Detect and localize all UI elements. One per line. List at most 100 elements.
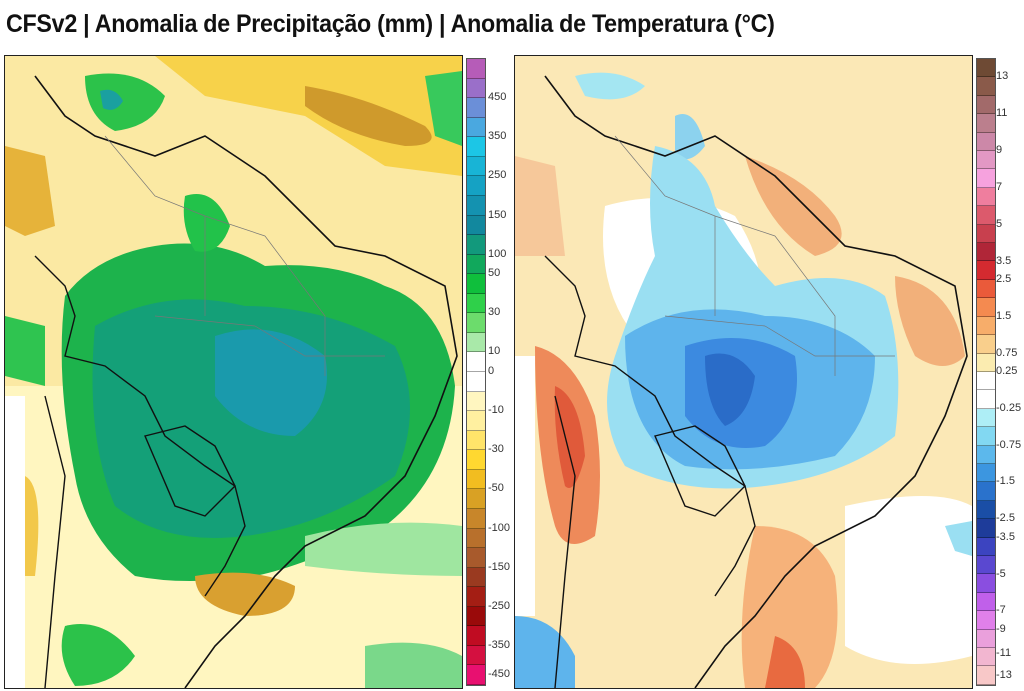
colorbar-tick-label: 50: [488, 267, 501, 280]
colorbar-tick-label: 450: [488, 91, 507, 104]
strong-dry-anomaly-atlantic: [305, 86, 432, 146]
colorbar-swatch: [977, 371, 995, 391]
colorbar-tick-label: -350: [488, 638, 511, 651]
colorbar-tick-label: -1.5: [996, 475, 1015, 488]
colorbar-tick-label: 350: [488, 130, 507, 143]
colorbar-swatch: [977, 114, 995, 133]
colorbar-swatch: [977, 592, 995, 612]
temperature-anomaly-map: [514, 55, 973, 689]
strong-cold-anomaly: [705, 353, 755, 426]
colorbar-swatch: [977, 629, 995, 648]
colorbar-swatch: [977, 151, 995, 170]
colorbar-tick-label: 100: [488, 247, 507, 260]
colorbar-swatch: [977, 537, 995, 556]
colorbar-tick-label: 10: [488, 345, 501, 358]
colorbar-swatch: [467, 508, 485, 529]
colorbar-swatch: [977, 261, 995, 280]
colorbar-swatch: [977, 555, 995, 575]
colorbar-swatch: [977, 500, 995, 520]
colorbar-swatch: [467, 411, 485, 431]
state-borders: [104, 135, 385, 376]
colorbar-tick-label: -10: [488, 404, 504, 417]
colorbar-tick-label: -3.5: [996, 530, 1015, 543]
colorbar-swatch: [467, 215, 485, 236]
dry-anomaly-west: [5, 146, 55, 236]
colorbar-tick-label: 11: [996, 107, 1008, 120]
country-border: [34, 255, 246, 597]
colorbar-tick-label: -11: [996, 646, 1012, 659]
colorbar-tick-label: 2.5: [996, 272, 1012, 285]
temperature-map-graphic: [515, 56, 972, 688]
colorbar-swatch: [977, 187, 995, 207]
colorbar-tick-label: -7: [996, 604, 1006, 617]
colorbar-swatch: [977, 427, 995, 446]
colorbar-swatch: [977, 611, 995, 630]
colorbar-swatch: [977, 224, 995, 244]
colorbar-swatch: [467, 645, 485, 666]
wet-anomaly-patagonia: [61, 624, 135, 686]
colorbar-swatch: [977, 648, 995, 667]
colorbar-swatch: [467, 176, 485, 196]
colorbar-swatch: [467, 352, 485, 372]
colorbar-swatch: [467, 587, 485, 607]
colorbar-swatch: [467, 195, 485, 216]
colorbar-swatch: [467, 372, 485, 392]
colorbar-tick-label: -100: [488, 521, 511, 534]
warm-anomaly-north: [745, 156, 842, 256]
colorbar-swatch: [467, 606, 485, 627]
colorbar-swatch: [467, 156, 485, 177]
colorbar-swatch: [977, 574, 995, 593]
colorbar-tick-label: 9: [996, 144, 1003, 157]
colorbar-tick-label: -5: [996, 567, 1006, 580]
colorbar-tick-label: 0.25: [996, 365, 1018, 377]
colorbar-tick-label: -13: [996, 668, 1012, 681]
colorbar-tick-label: 3.5: [996, 254, 1012, 267]
colorbar-swatch: [467, 430, 485, 451]
colorbar-swatch: [467, 469, 485, 490]
wet-anomaly-venezuela: [85, 73, 165, 131]
colorbar-tick-label: 5: [996, 217, 1003, 230]
colorbar-swatch: [467, 117, 485, 138]
colorbar-swatch: [467, 313, 485, 333]
colorbar-swatch: [467, 332, 485, 353]
colorbar-tick-label: -50: [488, 482, 504, 495]
coastline: [34, 75, 458, 688]
colorbar-swatch: [977, 279, 995, 299]
colorbar-swatch: [467, 489, 485, 509]
colorbar-tick-label: -0.75: [996, 438, 1022, 451]
dry-anomaly-north-atlantic: [155, 56, 462, 176]
colorbar-swatch: [977, 463, 995, 483]
colorbar-swatch: [467, 293, 485, 314]
colorbar-tick-label: -0.25: [996, 401, 1022, 414]
colorbar-swatch: [977, 132, 995, 152]
colorbar-swatch: [467, 528, 485, 549]
colorbar-swatch: [977, 408, 995, 428]
colorbar-tick-label: 250: [488, 169, 507, 182]
colorbar-tick-label: -9: [996, 622, 1006, 635]
colorbar-swatch: [467, 626, 485, 646]
colorbar-swatch: [977, 482, 995, 501]
strong-wet-anomaly: [215, 329, 327, 436]
colorbar-tick-label: 13: [996, 70, 1009, 83]
colorbar-swatch: [467, 567, 485, 588]
colorbar-tick-label: 0: [488, 365, 495, 377]
colorbar-swatch: [977, 390, 995, 409]
colorbar-tick-label: -30: [488, 443, 504, 456]
colorbar-swatch: [977, 445, 995, 464]
colorbar-swatch: [467, 98, 485, 118]
colorbar-tick-label: 0.75: [996, 346, 1018, 359]
colorbar-swatch: [977, 666, 995, 685]
colorbar-swatch: [977, 77, 995, 96]
colorbar-tick-label: -250: [488, 599, 511, 612]
colorbar-tick-label: -150: [488, 560, 511, 573]
colorbar-swatch: [977, 206, 995, 225]
colorbar-swatch: [977, 316, 995, 336]
colorbar-swatch: [467, 137, 485, 157]
colorbar-swatch: [467, 254, 485, 275]
colorbar-swatch: [977, 519, 995, 538]
precipitation-map-graphic: [5, 56, 462, 688]
precipitation-colorbar: [466, 58, 486, 686]
colorbar-swatch: [467, 78, 485, 99]
colorbar-tick-label: -450: [488, 668, 511, 681]
country-border: [544, 255, 756, 597]
